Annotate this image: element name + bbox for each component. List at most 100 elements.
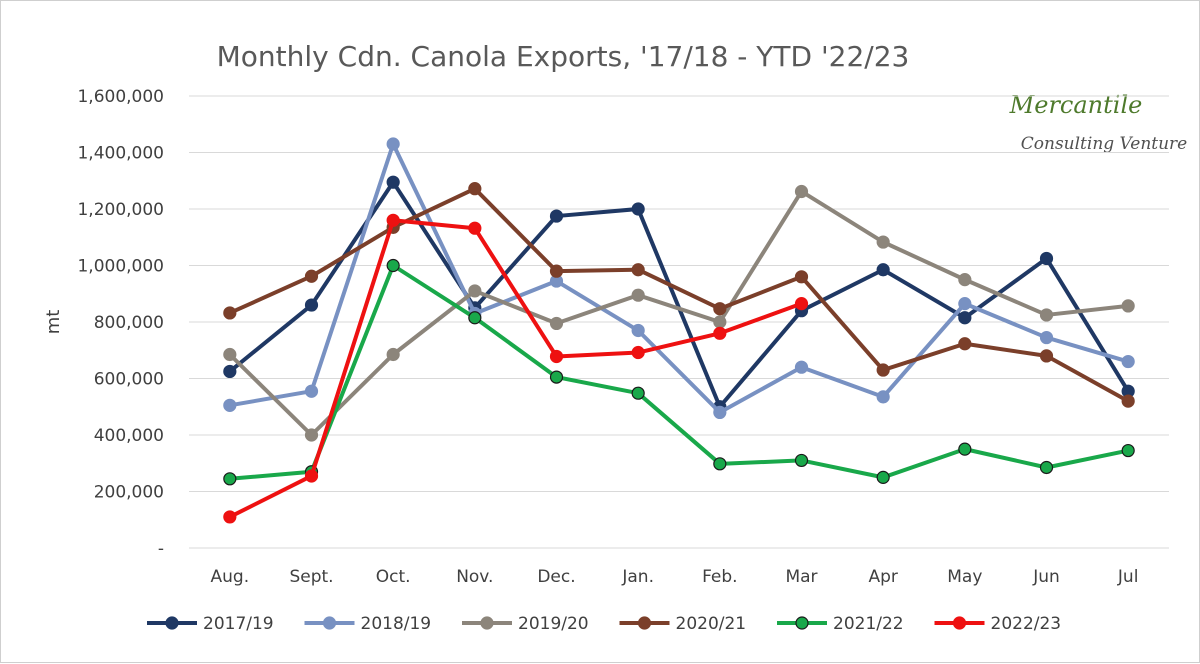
data-point [876,390,890,404]
x-tick-label: Jun [1032,567,1060,587]
data-point [631,263,645,277]
legend-item: 2020/21 [619,614,747,634]
legend-label: 2018/19 [361,614,432,634]
x-tick-label: Sept. [289,567,333,587]
legend-label: 2017/19 [203,614,274,634]
data-point [794,360,809,374]
data-point [549,316,564,331]
data-point [468,182,482,196]
legend-swatch-marker [795,616,809,630]
data-point [386,213,400,227]
legend-item: 2021/22 [777,614,904,634]
data-point [958,442,972,456]
x-tick-label: Apr [868,567,897,587]
data-point [223,364,237,379]
y-tick-label: 1,400,000 [77,144,164,164]
x-tick-label: Dec. [537,567,575,587]
data-point [549,349,564,364]
data-point [713,315,727,329]
y-tick-label: 1,600,000 [77,87,164,107]
x-tick-label: May [947,567,982,587]
x-tick-label: Nov. [456,567,493,587]
x-tick-label: Feb. [702,567,738,587]
data-point [304,269,319,283]
legend-item: 2017/19 [147,614,274,634]
y-tick-label: 600,000 [94,370,164,390]
series-2018-19 [223,137,1135,419]
data-point [304,298,319,312]
data-point [876,263,890,277]
data-point [713,457,727,471]
chart-title: Monthly Cdn. Canola Exports, '17/18 - YT… [217,40,910,73]
data-point [794,184,809,199]
data-point [631,202,645,216]
data-point [713,302,727,316]
legend-label: 2020/21 [676,614,747,634]
y-axis-label: mt [43,310,64,335]
data-point [1039,349,1054,363]
data-point [794,453,809,468]
data-point [304,428,319,442]
legend: 2017/19 2018/19 2019/20 2020/21 2021/22 2022/… [147,614,1061,634]
data-point [223,306,237,320]
x-tick-label: Jan. [621,567,654,587]
data-point [794,270,809,284]
data-point [304,469,319,483]
y-tick-label: - [158,539,164,559]
data-point [223,347,237,362]
data-point [386,175,400,189]
data-point [794,297,809,311]
data-point [468,311,482,325]
data-point [386,258,400,273]
data-point [1121,443,1135,458]
x-tick-label: Aug. [211,567,250,587]
series-2019-20 [223,184,1135,442]
data-point [223,472,237,486]
series-2020-21 [223,182,1135,408]
data-point [1039,330,1054,345]
legend-label: 2021/22 [833,614,904,634]
data-point [1121,354,1135,369]
series-line [227,218,804,519]
data-point [713,405,727,419]
legend-swatch-marker [165,616,179,630]
legend-item: 2018/19 [304,614,432,634]
data-point [876,235,890,249]
data-point [549,264,564,278]
y-tick-label: 1,000,000 [77,257,164,277]
data-point [631,345,645,360]
x-tick-label: Oct. [376,567,411,587]
legend-item: 2022/23 [934,614,1061,634]
legend-item: 2019/20 [462,614,589,634]
data-point [631,323,645,338]
y-tick-labels: - 200,000 400,000 600,000 800,000 1,000,000 1,… [77,87,164,559]
data-point [958,311,972,325]
legend-swatch-marker [322,616,337,630]
watermark-brand: Mercantile [1009,91,1143,119]
data-point [958,273,972,287]
data-point [223,510,237,524]
series-line [227,263,1131,481]
series-layer [223,137,1135,524]
series-2022-23 [223,213,809,524]
watermark-subtitle: Consulting Venture [1021,134,1188,154]
y-tick-label: 1,200,000 [77,200,164,220]
data-point [958,297,972,311]
series-line [227,142,1131,415]
legend-swatch-marker [637,616,652,630]
data-point [468,284,482,298]
data-point [1039,460,1054,475]
data-point [958,337,972,351]
data-point [631,386,645,400]
y-tick-label: 800,000 [94,313,164,333]
data-point [223,398,237,412]
data-point [876,363,890,377]
data-point [549,209,564,223]
y-tick-label: 200,000 [94,483,164,503]
data-point [1121,299,1135,313]
data-point [386,347,400,362]
data-point [876,470,890,484]
legend-swatch-marker [480,616,494,630]
data-point [1121,394,1135,408]
